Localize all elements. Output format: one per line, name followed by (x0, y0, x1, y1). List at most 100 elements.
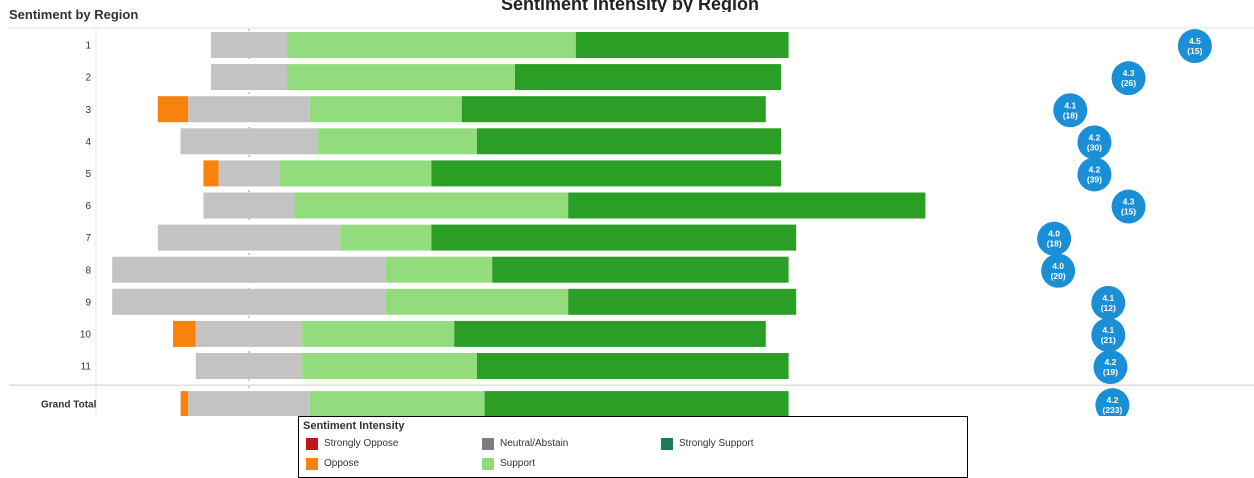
chart-area: 1 4.5(15)2 4.3(26)3 4.1(18)4 4.2(30)5 4.2(39)… (9, 27, 1254, 416)
bar-segment-support (385, 256, 493, 283)
score-count: (19) (1103, 367, 1118, 377)
bar-segment-support (287, 64, 515, 91)
score-bubble (1111, 61, 1146, 96)
bar-segment-neutral (112, 256, 386, 283)
score-bubble (1041, 253, 1076, 288)
bar-segment-oppose (203, 160, 219, 187)
score-average: 4.1 (1064, 100, 1076, 110)
score-bubble (1111, 189, 1146, 224)
score-count: (20) (1051, 271, 1066, 281)
bar-segment-neutral (157, 224, 341, 251)
score-average: 4.1 (1102, 293, 1114, 303)
bar-segment-neutral (188, 96, 310, 123)
score-average: 4.2 (1089, 164, 1101, 174)
score-average: 4.2 (1107, 395, 1119, 405)
legend-label: Support (500, 458, 536, 469)
bar-segment-neutral (188, 391, 310, 416)
chart-title: Sentiment Intensity by Region (500, 0, 760, 12)
legend-swatch (306, 438, 318, 450)
score-bubble (1091, 317, 1126, 352)
bar-segment-strongly-support (431, 160, 781, 187)
row-label: Grand Total (41, 400, 97, 411)
score-bubble (1093, 350, 1128, 385)
bar-segment-support (294, 192, 569, 219)
score-average: 4.0 (1052, 261, 1064, 271)
bar-segment-support (302, 320, 455, 347)
score-count: (15) (1187, 46, 1202, 56)
bar-segment-strongly-support (568, 288, 797, 315)
row-label: 1 (85, 41, 91, 52)
row-label: 3 (85, 105, 91, 116)
bar-segment-support (317, 128, 477, 155)
bar-segment-neutral (203, 192, 295, 219)
row-label: 6 (85, 201, 91, 212)
bar-segment-strongly-support (575, 32, 789, 58)
bar-segment-strongly-support (461, 96, 766, 123)
legend-label: Strongly Oppose (324, 438, 399, 449)
bar-segment-oppose (173, 320, 196, 347)
bar-segment-support (287, 32, 576, 58)
bar-segment-strongly-support (484, 391, 789, 416)
score-bubble (1095, 388, 1130, 416)
bar-segment-support (340, 224, 432, 251)
bar-segment-support (302, 353, 477, 379)
score-average: 4.3 (1123, 68, 1135, 78)
bar-segment-strongly-support (477, 353, 789, 379)
score-count: (26) (1121, 78, 1136, 88)
row-label: 8 (85, 265, 91, 276)
row-label: 10 (80, 329, 92, 340)
bar-segment-neutral (195, 320, 303, 347)
bar-segment-strongly-support (568, 192, 926, 219)
chart-title-clip: Sentiment Intensity by Region (330, 0, 930, 12)
bar-segment-neutral (211, 64, 287, 91)
score-bubble (1053, 93, 1088, 128)
score-bubble (1177, 29, 1212, 64)
score-average: 4.1 (1102, 325, 1114, 335)
bar-segment-neutral (211, 32, 287, 58)
legend: Sentiment Intensity Strongly Oppose Oppo… (298, 416, 968, 478)
bar-segment-neutral (218, 160, 280, 187)
bar-segment-strongly-support (492, 256, 789, 283)
bar-segment-support (385, 288, 569, 315)
row-label: 2 (85, 73, 91, 84)
bar-segment-neutral (180, 128, 318, 155)
score-count: (18) (1063, 110, 1078, 120)
bar-segment-support (309, 391, 485, 416)
bar-segment-neutral (112, 288, 386, 315)
page-title: Sentiment by Region (9, 7, 139, 22)
legend-title: Sentiment Intensity (303, 420, 405, 432)
score-count: (39) (1087, 174, 1102, 184)
score-count: (233) (1103, 405, 1123, 415)
legend-swatch (306, 458, 318, 470)
score-count: (21) (1101, 335, 1116, 345)
bar-segment-strongly-support (477, 128, 781, 155)
bar-segment-oppose (157, 96, 189, 123)
score-bubble (1091, 285, 1126, 320)
row-label: 5 (85, 169, 91, 180)
bar-segment-support (309, 96, 462, 123)
row-label: 11 (81, 362, 92, 373)
score-average: 4.2 (1089, 132, 1101, 142)
row-label: 4 (85, 137, 91, 148)
legend-label: Oppose (324, 458, 360, 469)
score-average: 4.0 (1048, 229, 1060, 239)
bar-segment-strongly-support (431, 224, 797, 251)
bar-segment-strongly-support (515, 64, 781, 91)
score-count: (15) (1121, 207, 1136, 217)
legend-label: Strongly Support (679, 438, 754, 449)
legend-label: Neutral/Abstain (500, 438, 569, 449)
row-label: 9 (85, 297, 91, 308)
score-average: 4.3 (1123, 197, 1135, 207)
score-count: (12) (1101, 303, 1116, 313)
bar-segment-strongly-support (454, 320, 766, 347)
bar-segment-neutral (195, 353, 303, 379)
score-count: (18) (1047, 239, 1062, 249)
score-bubble (1077, 125, 1112, 160)
score-count: (30) (1087, 142, 1102, 152)
score-bubble (1077, 157, 1112, 192)
legend-swatch (661, 438, 673, 450)
score-average: 4.2 (1105, 357, 1117, 367)
legend-swatch (482, 458, 494, 470)
row-label: 7 (85, 233, 91, 244)
score-bubble (1037, 221, 1072, 256)
